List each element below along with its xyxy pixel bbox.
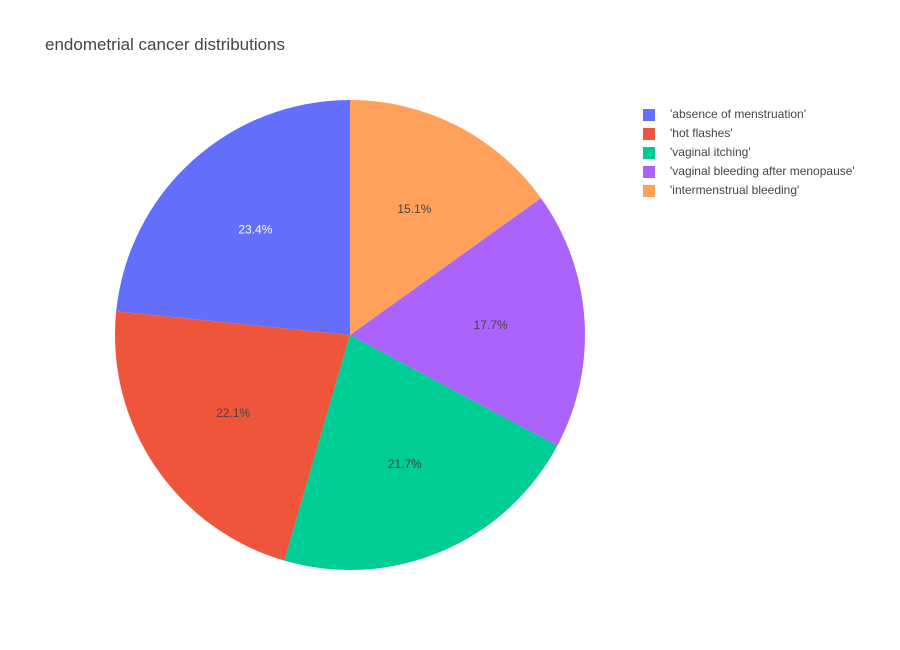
pie-slice[interactable] <box>350 198 586 446</box>
legend-swatch[interactable] <box>643 166 655 178</box>
legend-label[interactable]: 'vaginal itching' <box>670 145 751 159</box>
legend-label[interactable]: 'vaginal bleeding after menopause' <box>670 164 855 178</box>
slice-percent-label: 15.1% <box>397 202 431 216</box>
slice-labels: 23.4% 22.1% 21.7% 17.7% 15.1% <box>216 202 508 471</box>
legend-swatch[interactable] <box>643 185 655 197</box>
pie-slice[interactable] <box>116 100 350 335</box>
legend-label[interactable]: 'absence of menstruation' <box>670 107 806 121</box>
legend: 'absence of menstruation' 'hot flashes' 'v… <box>643 107 855 197</box>
pie-slices <box>115 100 586 571</box>
slice-percent-label: 17.7% <box>474 318 508 332</box>
pie-slice[interactable] <box>284 335 558 571</box>
slice-percent-label: 23.4% <box>238 223 272 237</box>
slice-percent-label: 21.7% <box>388 457 422 471</box>
legend-label[interactable]: 'hot flashes' <box>670 126 733 140</box>
pie-slice[interactable] <box>350 100 541 335</box>
chart-title: endometrial cancer distributions <box>45 35 285 54</box>
slice-percent-label: 22.1% <box>216 406 250 420</box>
pie-slice[interactable] <box>115 311 350 561</box>
legend-swatch[interactable] <box>643 109 655 121</box>
legend-label[interactable]: 'intermenstrual bleeding' <box>670 183 799 197</box>
legend-swatch[interactable] <box>643 128 655 140</box>
legend-swatch[interactable] <box>643 147 655 159</box>
